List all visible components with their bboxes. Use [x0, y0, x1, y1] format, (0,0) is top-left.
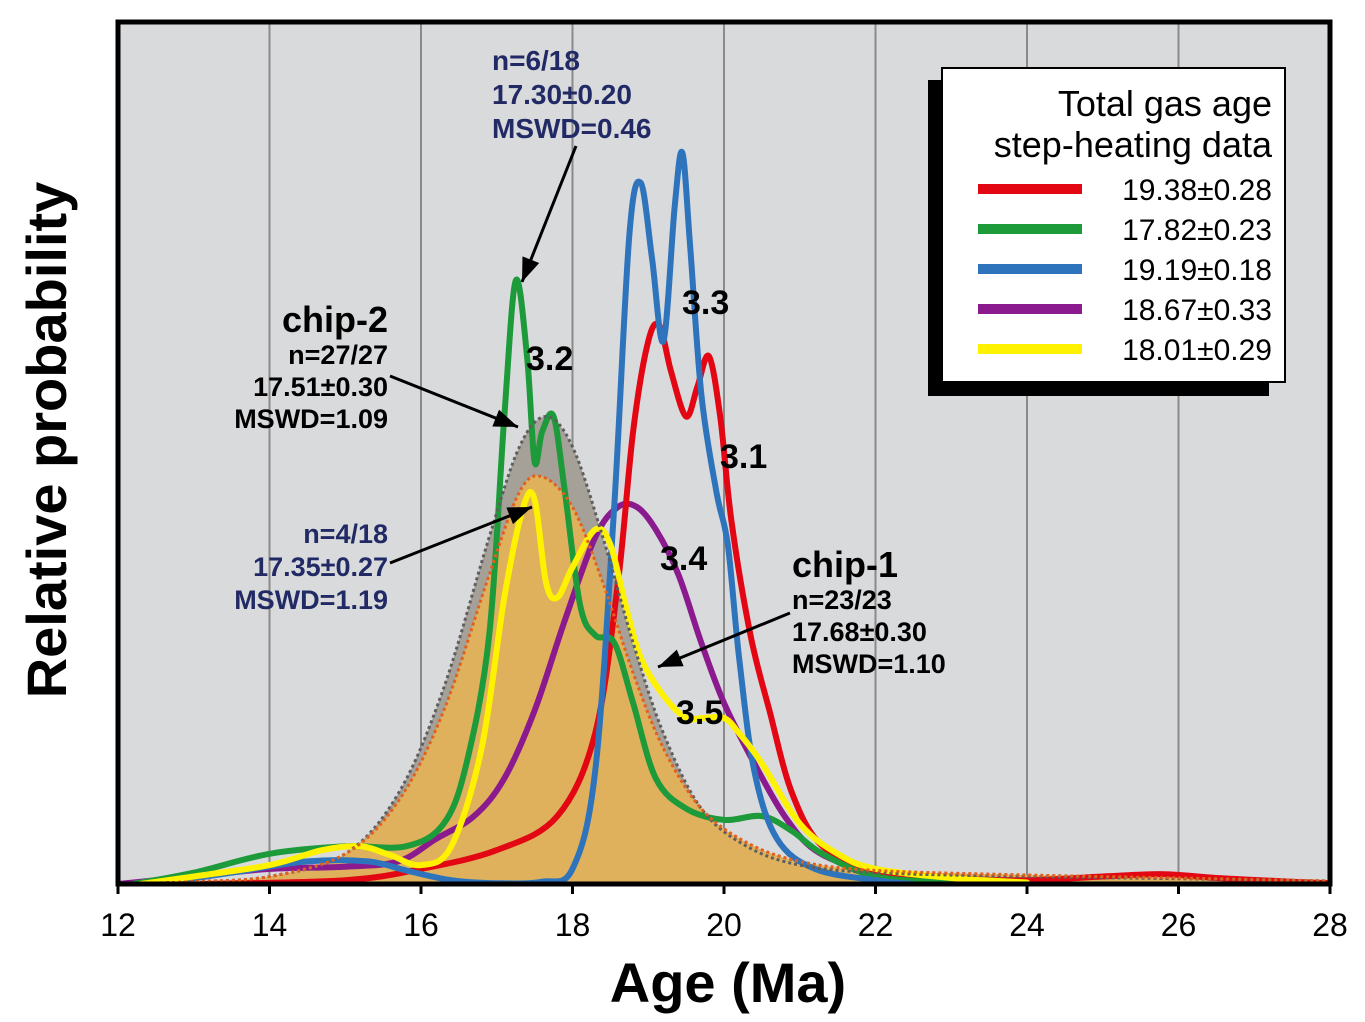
annotation-group-chip2: chip-2 n=27/27 17.51±0.30 MSWD=1.09	[234, 299, 388, 434]
legend-label-2: 19.19±0.18	[1122, 254, 1272, 287]
annotation-group-g35: n=4/18 17.35±0.27 MSWD=1.19	[234, 519, 388, 615]
y-axis-title: Relative probability	[15, 182, 78, 699]
series-line-3-3	[152, 148, 917, 884]
series-line-chip-1	[118, 474, 1330, 884]
legend-label-0: 19.38±0.28	[1122, 174, 1272, 207]
legend-title-line-2: step-heating data	[994, 124, 1273, 165]
annotation-chip2-age: 17.51±0.30	[253, 372, 388, 402]
annotation-g32-n: n=6/18	[492, 45, 580, 76]
x-tick-label-22: 22	[858, 907, 894, 943]
label-sample-3-2: 3.2	[526, 340, 573, 378]
label-sample-3-5: 3.5	[676, 694, 723, 732]
label-sample-3-4: 3.4	[660, 540, 707, 578]
x-tick-label-20: 20	[706, 907, 742, 943]
legend-title-line-1: Total gas age	[1058, 83, 1272, 124]
arrow-chip1-head	[658, 649, 684, 667]
x-tick-label-12: 12	[100, 907, 136, 943]
x-axis-title: Age (Ma)	[610, 951, 846, 1014]
arrow-g32-head	[522, 256, 540, 282]
label-sample-3-3: 3.3	[682, 284, 729, 322]
annotation-group-chip1: chip-1 n=23/23 17.68±0.30 MSWD=1.10	[792, 544, 946, 679]
annotation-g35-n: n=4/18	[303, 519, 388, 549]
annotation-chip1-n: n=23/23	[792, 585, 892, 615]
curves	[118, 148, 1330, 884]
x-tick-label-26: 26	[1161, 907, 1197, 943]
series-line-chip-2	[118, 414, 1330, 884]
series-line-3-2	[130, 276, 955, 884]
annotation-chip2-n: n=27/27	[288, 340, 388, 370]
series-line-3-5	[137, 489, 1030, 884]
x-axis-ticks: 12 14 16 18 20 22 24 26 28	[100, 884, 1348, 943]
annotation-group-g32: n=6/18 17.30±0.20 MSWD=0.46	[492, 45, 652, 144]
legend: Total gas age step-heating data 19.38±0.…	[928, 67, 1286, 396]
annotation-g35-age: 17.35±0.27	[253, 552, 388, 582]
legend-label-3: 18.67±0.33	[1122, 294, 1272, 327]
x-tick-label-24: 24	[1009, 907, 1045, 943]
annotation-arrows	[389, 145, 791, 669]
annotation-g32-mswd: MSWD=0.46	[492, 113, 652, 144]
legend-label-1: 17.82±0.23	[1122, 214, 1272, 247]
arrow-g35-line	[389, 505, 533, 565]
annotation-chip1-mswd: MSWD=1.10	[792, 649, 946, 679]
arrow-chip2-head	[492, 409, 518, 427]
annotation-g35-mswd: MSWD=1.19	[234, 585, 388, 615]
arrow-g35-head	[506, 507, 532, 525]
arrow-g32-line	[520, 145, 578, 283]
x-tick-label-14: 14	[252, 907, 288, 943]
chip-1-area	[118, 475, 1330, 884]
legend-label-4: 18.01±0.29	[1122, 334, 1272, 367]
label-sample-3-1: 3.1	[720, 438, 767, 476]
x-tick-label-18: 18	[555, 907, 591, 943]
annotation-g32-age: 17.30±0.20	[492, 79, 632, 110]
annotation-chip2-title: chip-2	[282, 299, 388, 340]
x-tick-label-28: 28	[1312, 907, 1348, 943]
annotation-chip2-mswd: MSWD=1.09	[234, 404, 388, 434]
legend-entries: 19.38±0.28 17.82±0.23 19.19±0.18 18.67±0.33…	[978, 174, 1272, 367]
x-tick-label-16: 16	[403, 907, 439, 943]
annotation-chip1-title: chip-1	[792, 544, 898, 585]
annotation-chip1-age: 17.68±0.30	[792, 617, 927, 647]
